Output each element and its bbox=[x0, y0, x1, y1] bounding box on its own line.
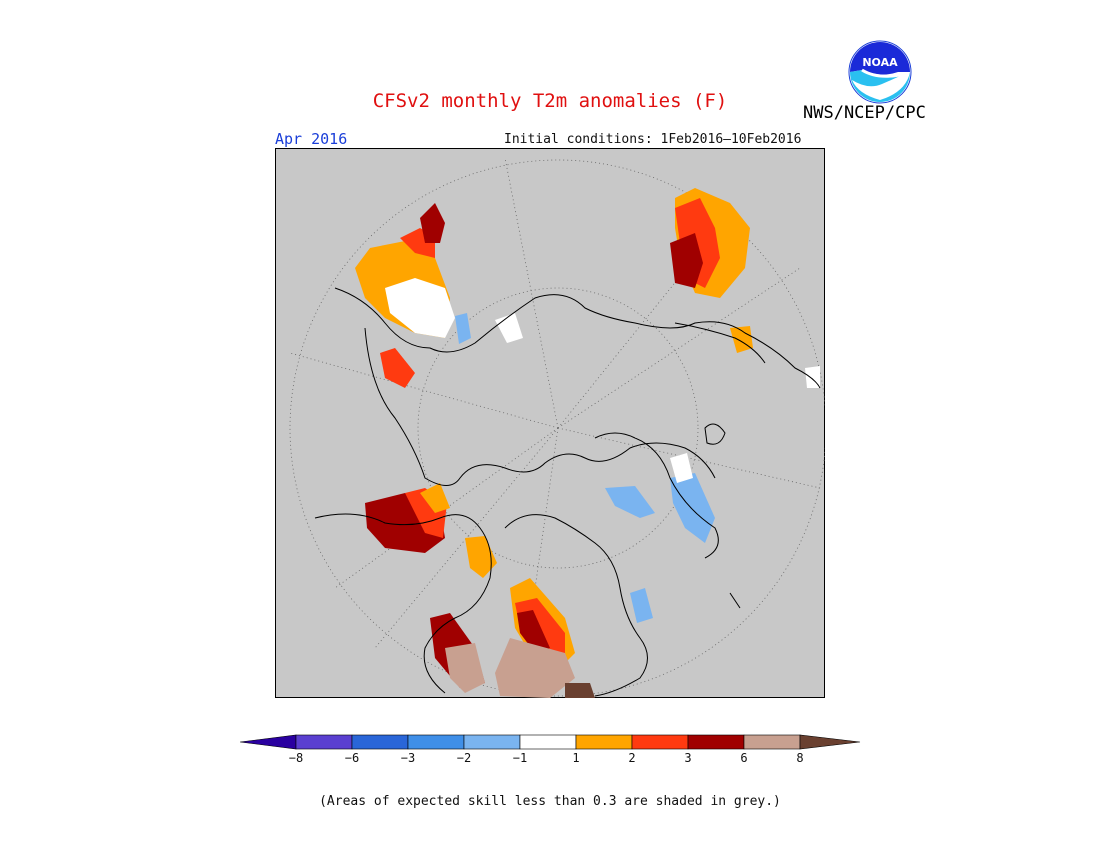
anomaly-region bbox=[495, 313, 523, 343]
anomaly-region bbox=[385, 278, 455, 338]
colorbar-arrow-low bbox=[240, 734, 297, 750]
colorbar-tick-label: −6 bbox=[345, 751, 359, 765]
colorbar-tick-label: 6 bbox=[740, 751, 747, 765]
anomaly-region bbox=[517, 610, 550, 653]
anomaly-region bbox=[380, 348, 415, 388]
footnote: (Areas of expected skill less than 0.3 a… bbox=[319, 794, 781, 809]
colorbar-tick-label: 8 bbox=[796, 751, 803, 765]
anomaly-region bbox=[420, 483, 450, 513]
anomaly-region bbox=[605, 486, 655, 518]
anomaly-region bbox=[670, 453, 693, 483]
colorbar-swatch bbox=[519, 734, 577, 750]
colorbar-tick-label: −2 bbox=[457, 751, 471, 765]
colorbar-swatch bbox=[631, 734, 689, 750]
agency-label: NWS/NCEP/CPC bbox=[803, 103, 926, 123]
colorbar-tick-label: −3 bbox=[401, 751, 415, 765]
colorbar-tick-label: −1 bbox=[513, 751, 527, 765]
colorbar-swatch bbox=[743, 734, 801, 750]
colorbar-labels: −8 −6 −3 −2 −1 1 2 3 6 8 bbox=[289, 751, 804, 765]
colorbar-tick-label: 2 bbox=[628, 751, 635, 765]
anomaly-region bbox=[565, 683, 595, 698]
anomaly-region bbox=[730, 326, 753, 353]
coastlines bbox=[314, 287, 821, 697]
graticule bbox=[289, 157, 825, 697]
colorbar-swatch bbox=[463, 734, 521, 750]
colorbar-swatches bbox=[240, 734, 861, 750]
colorbar-legend: −8 −6 −3 −2 −1 1 2 3 6 8 bbox=[240, 734, 861, 765]
colorbar-swatch bbox=[295, 734, 353, 750]
anomaly-region bbox=[670, 473, 715, 543]
forecast-month: Apr 2016 bbox=[275, 130, 348, 148]
anomaly-region bbox=[630, 588, 653, 623]
colorbar-tick-label: 3 bbox=[684, 751, 691, 765]
polar-map bbox=[275, 148, 825, 698]
colorbar-swatch bbox=[575, 734, 633, 750]
colorbar-arrow-high bbox=[799, 734, 861, 750]
colorbar-swatch bbox=[351, 734, 409, 750]
logo-text: NOAA bbox=[862, 56, 898, 69]
initial-conditions: Initial conditions: 1Feb2016–10Feb2016 bbox=[504, 132, 802, 147]
colorbar-tick-label: 1 bbox=[572, 751, 579, 765]
noaa-logo: NOAA bbox=[848, 40, 912, 104]
anomaly-region bbox=[495, 638, 575, 698]
colorbar-swatch bbox=[407, 734, 465, 750]
anomaly-region bbox=[445, 643, 485, 693]
anomaly-region bbox=[670, 233, 703, 288]
anomaly-shading bbox=[355, 188, 820, 698]
colorbar-tick-label: −8 bbox=[289, 751, 303, 765]
colorbar-swatch bbox=[687, 734, 745, 750]
anomaly-region bbox=[420, 203, 445, 243]
map-title: CFSv2 monthly T2m anomalies (F) bbox=[372, 90, 728, 112]
anomaly-region bbox=[455, 313, 471, 344]
